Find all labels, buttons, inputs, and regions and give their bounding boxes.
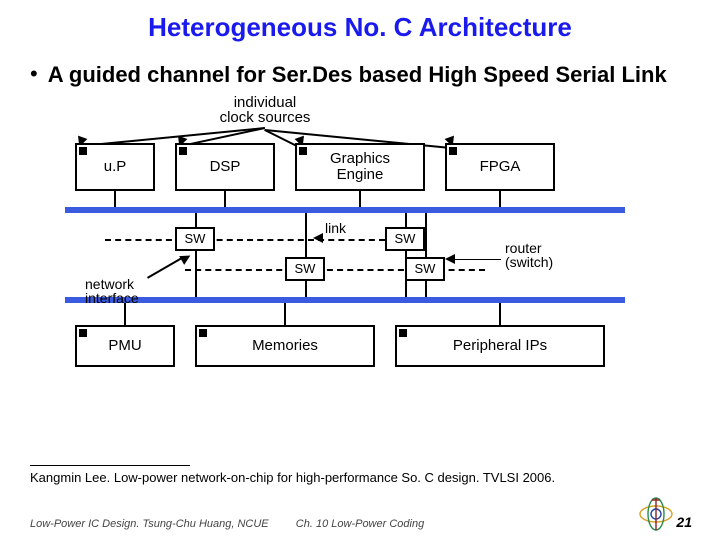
slide-title: Heterogeneous No. C Architecture [0,0,720,43]
clock-corner-icon [449,147,457,155]
dash-link-1 [105,239,385,241]
bottom-connector [499,303,501,325]
bottom-block: Memories [195,325,375,367]
top-block: GraphicsEngine [295,143,425,191]
clock-sources-label: individualclock sources [215,95,315,127]
sw-down-conn [425,281,427,297]
bus-bar-top [65,207,625,213]
network-interface-label: networkinterface [85,277,139,306]
clock-corner-icon [179,147,187,155]
citation-text: Kangmin Lee. Low-power network-on-chip f… [30,470,555,485]
page-number: 21 [676,514,692,530]
top-block: DSP [175,143,275,191]
router-arrowhead [445,254,455,264]
bullet-text: A guided channel for Ser.Des based High … [48,61,667,89]
link-arrowhead [313,233,323,243]
clock-corner-icon [399,329,407,337]
sw-up-conn [405,213,407,227]
switch-box: SW [405,257,445,281]
top-block: FPGA [445,143,555,191]
switch-box: SW [285,257,325,281]
top-connector [499,191,501,207]
switch-box: SW [385,227,425,251]
slide-logo-icon [638,496,674,532]
footer-center: Ch. 10 Low-Power Coding [0,518,720,530]
router-arrow-line [453,259,501,261]
bottom-connector [284,303,286,325]
citation-rule [30,465,190,466]
architecture-diagram: individualclock sources u.P DSP GraphicsEng… [55,95,665,395]
switch-box: SW [175,227,215,251]
clock-corner-icon [79,147,87,155]
bullet-marker: • [30,61,38,87]
top-connector [224,191,226,207]
bottom-block: PMU [75,325,175,367]
link-label: link [325,221,346,236]
sw-down-conn [305,281,307,297]
router-label: router(switch) [505,241,553,270]
ni-arrow-line [147,257,182,278]
clock-corner-icon [79,329,87,337]
sw-up-conn [195,213,197,227]
top-connector [114,191,116,207]
top-connector [359,191,361,207]
bottom-block: Peripheral IPs [395,325,605,367]
clock-corner-icon [199,329,207,337]
bullet-row: • A guided channel for Ser.Des based Hig… [0,43,720,95]
ni-arrowhead [179,251,193,265]
bus-bar-bottom [65,297,625,303]
clock-corner-icon [299,147,307,155]
sw-up-conn [425,213,427,257]
sw-up-conn [305,213,307,257]
top-block: u.P [75,143,155,191]
sw-down-conn [195,251,197,297]
